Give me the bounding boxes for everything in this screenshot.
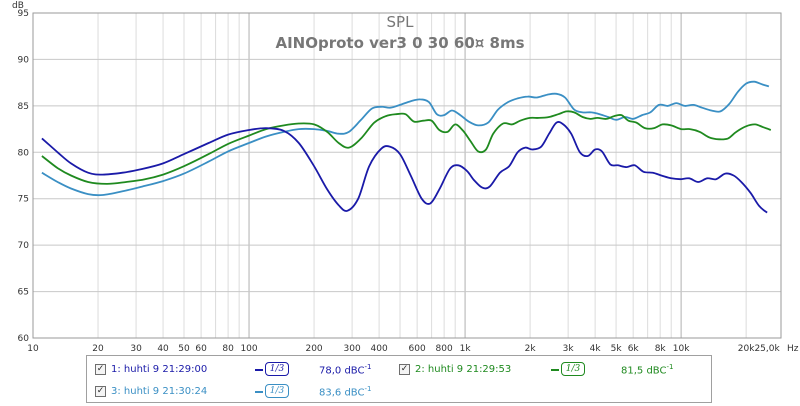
y-tick-label: 75 (18, 195, 29, 205)
x-tick-label: 200 (305, 344, 322, 354)
x-tick-label: 2k (525, 344, 537, 354)
x-tick-label: 4k (590, 344, 602, 354)
x-tick-label: 60 (195, 344, 207, 354)
tick-layer: 60 65 70 75 80 85 90 95 10 20 30 40 50 60 80 100 200 300 4… (18, 9, 781, 354)
y-tick-label: 70 (18, 241, 30, 251)
y-tick-label: 95 (18, 9, 29, 19)
x-tick-label: 1k (460, 344, 472, 354)
chart-title: SPL (387, 13, 415, 31)
series-layer (41, 80, 772, 214)
series-3-smoothing-button[interactable]: 1/3 (255, 384, 289, 398)
series-1-label: 1: huhti 9 21:29:00 (111, 363, 208, 375)
x-tick-label: 20 (92, 344, 104, 354)
x-tick-label: 10 (27, 344, 39, 354)
legend: ✓ 1: huhti 9 21:29:00 1/3 78,0 dBC-1 ✓ 2… (86, 355, 712, 403)
x-tick-label: 300 (344, 344, 361, 354)
series-1-checkbox[interactable]: ✓ (95, 363, 106, 375)
y-tick-label: 60 (18, 334, 30, 344)
series-3-label: 3: huhti 9 21:30:24 (111, 385, 208, 397)
x-tick-label: 800 (436, 344, 453, 354)
y-tick-label: 65 (18, 288, 29, 298)
x-axis-unit-label: Hz (787, 344, 799, 354)
series-1-line (41, 121, 768, 214)
series-3-value: 83,6 dBC-1 (319, 385, 372, 399)
series-3-line (41, 80, 770, 197)
series-2-smoothing-label: 1/3 (565, 364, 581, 374)
legend-item-series-1[interactable]: ✓ 1: huhti 9 21:29:00 (95, 359, 207, 379)
plot-frame (32, 12, 782, 339)
x-tick-label: 400 (371, 344, 388, 354)
x-tick-label: 6k (628, 344, 640, 354)
grid-layer (33, 12, 781, 339)
chart-subtitle: AINOproto ver3 0 30 60¤ 8ms (275, 34, 524, 52)
x-tick-label: 600 (409, 344, 426, 354)
series-2-line (41, 110, 772, 185)
x-tick-label: 40 (157, 344, 169, 354)
y-tick-label: 80 (18, 148, 30, 158)
x-tick-label: 50 (178, 344, 190, 354)
x-tick-label: 8k (655, 344, 667, 354)
x-tick-label: 3k (563, 344, 575, 354)
x-tick-label: 25,0k (754, 344, 780, 354)
series-2-value: 81,5 dBC-1 (621, 363, 674, 377)
x-tick-label: 80 (222, 344, 234, 354)
y-axis-label: dB (12, 1, 24, 11)
y-tick-label: 90 (18, 55, 30, 65)
series-2-smoothing-button[interactable]: 1/3 (551, 362, 585, 376)
series-1-smoothing-button[interactable]: 1/3 (255, 362, 289, 376)
series-1-smoothing-label: 1/3 (269, 364, 285, 374)
x-tick-label: 5k (611, 344, 623, 354)
legend-item-series-2[interactable]: ✓ 2: huhti 9 21:29:53 (399, 359, 511, 379)
series-1-value: 78,0 dBC-1 (319, 363, 372, 377)
series-2-checkbox[interactable]: ✓ (399, 363, 410, 375)
series-3-smoothing-label: 1/3 (269, 386, 285, 396)
x-tick-label: 10k (673, 344, 690, 354)
y-tick-label: 85 (18, 102, 29, 112)
series-3-checkbox[interactable]: ✓ (95, 385, 106, 397)
series-2-label: 2: huhti 9 21:29:53 (415, 363, 512, 375)
legend-item-series-3[interactable]: ✓ 3: huhti 9 21:30:24 (95, 381, 207, 401)
x-tick-label: 30 (130, 344, 142, 354)
x-tick-label: 100 (240, 344, 257, 354)
x-tick-label: 20k (738, 344, 755, 354)
